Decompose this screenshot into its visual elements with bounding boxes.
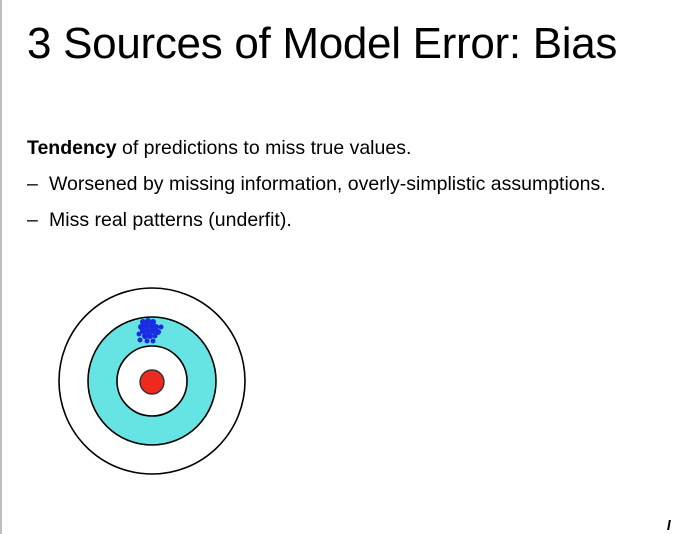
bullet-text: Worsened by missing information, overly-… xyxy=(49,173,606,195)
shot xyxy=(143,323,149,329)
bias-target-icon xyxy=(58,287,246,475)
bullet-item: – Worsened by missing information, overly… xyxy=(27,172,667,208)
shot xyxy=(152,333,158,339)
bullet-marker: – xyxy=(27,173,38,195)
shot xyxy=(145,318,151,324)
shot xyxy=(150,338,156,344)
shot xyxy=(145,328,151,334)
slide-body: Tendency of predictions to miss true val… xyxy=(27,136,667,244)
intro-bold-term: Tendency xyxy=(27,137,117,159)
shot xyxy=(147,333,153,339)
shot xyxy=(150,328,156,334)
slide-border xyxy=(0,0,2,534)
target-bullseye xyxy=(139,369,165,395)
corner-mark xyxy=(667,520,671,530)
shot xyxy=(140,328,146,334)
slide-title: 3 Sources of Model Error: Bias xyxy=(27,19,618,68)
intro-text: of predictions to miss true values. xyxy=(116,137,412,159)
shot xyxy=(155,329,161,335)
shot xyxy=(144,338,150,344)
shot xyxy=(136,331,142,337)
shot xyxy=(142,333,148,339)
bullet-marker: – xyxy=(27,209,38,231)
shot xyxy=(158,324,164,330)
bullet-text: Miss real patterns (underfit). xyxy=(49,209,292,231)
shot xyxy=(137,337,143,343)
shot xyxy=(148,323,154,329)
bullet-item: – Miss real patterns (underfit). xyxy=(27,208,667,244)
intro-line: Tendency of predictions to miss true val… xyxy=(27,136,667,172)
prediction-shots xyxy=(136,318,164,344)
